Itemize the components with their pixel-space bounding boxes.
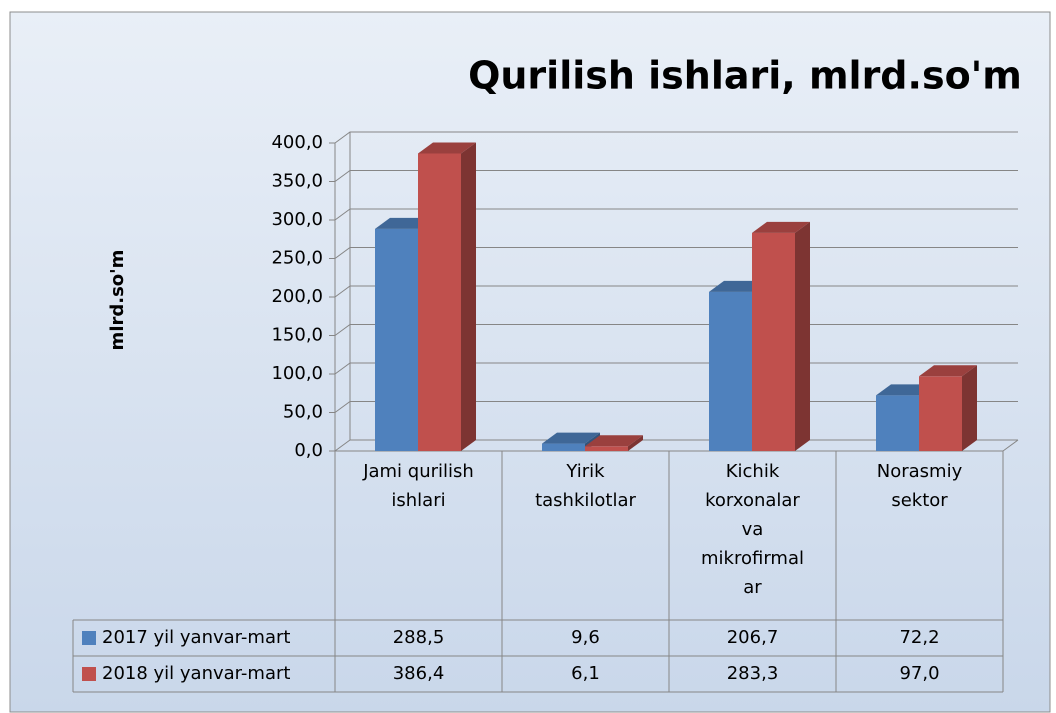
data-label: 6,1: [571, 663, 600, 684]
bar: [418, 142, 476, 452]
bar-front: [542, 443, 585, 451]
chart-area: [9, 11, 1051, 713]
data-label: 9,6: [571, 627, 600, 648]
y-tick-label: 50,0: [283, 402, 323, 423]
y-tick-label: 250,0: [271, 248, 323, 269]
bar-top: [542, 432, 600, 444]
y-tick-label: 350,0: [271, 171, 323, 192]
data-label: 206,7: [727, 627, 779, 648]
y-tick-label: 150,0: [271, 325, 323, 346]
data-label: 288,5: [393, 627, 445, 648]
bar-top: [418, 142, 476, 154]
y-tick-label: 300,0: [271, 209, 323, 230]
axis-line: [1002, 439, 1019, 452]
category-label: Kichik korxonalar va mikrofirmalar: [701, 461, 804, 598]
legend-swatch: [82, 667, 96, 681]
legend-swatch: [82, 631, 96, 645]
bar-top: [752, 221, 810, 233]
bar-front: [709, 291, 752, 451]
bar-side: [962, 365, 977, 451]
bar-top: [585, 435, 643, 447]
bar: [585, 435, 643, 451]
data-label: 386,4: [393, 663, 445, 684]
bar-top: [919, 365, 977, 377]
x-tick-label: Kichik korxonalar va mikrofirmalar: [701, 461, 804, 598]
legend-label: 2018 yil yanvar-mart: [102, 663, 290, 684]
data-label: 283,3: [727, 663, 779, 684]
legend-label: 2017 yil yanvar-mart: [102, 627, 290, 648]
bar: [752, 221, 810, 451]
chart-title: Qurilish ishlari, mlrd.so'm: [468, 54, 1022, 98]
bar-front: [375, 228, 418, 451]
bar-side: [628, 435, 643, 451]
y-tick-label: 0,0: [294, 440, 323, 461]
data-label: 72,2: [899, 627, 939, 648]
x-tick-label: Yirik tashkilotlar: [535, 461, 636, 511]
y-tick-label: 100,0: [271, 363, 323, 384]
category-label: Yirik tashkilotlar: [535, 461, 636, 511]
bar-front: [919, 376, 962, 451]
bar: [919, 365, 977, 451]
x-tick-label: Norasmiy sektor: [876, 461, 963, 511]
y-tick-label: 200,0: [271, 286, 323, 307]
bar-front: [585, 446, 628, 451]
bar-front: [876, 395, 919, 451]
bar-side: [795, 221, 810, 451]
x-tick-label: Jami qurilish ishlari: [363, 461, 474, 511]
bar-front: [418, 153, 461, 452]
bar-front: [752, 232, 795, 451]
category-label: Jami qurilish ishlari: [363, 461, 474, 511]
bar-side: [461, 142, 476, 452]
data-label: 97,0: [899, 663, 939, 684]
y-tick-label: 400,0: [271, 132, 323, 153]
y-axis-label: mlrd.so'm: [107, 250, 128, 351]
category-label: Norasmiy sektor: [876, 461, 963, 511]
